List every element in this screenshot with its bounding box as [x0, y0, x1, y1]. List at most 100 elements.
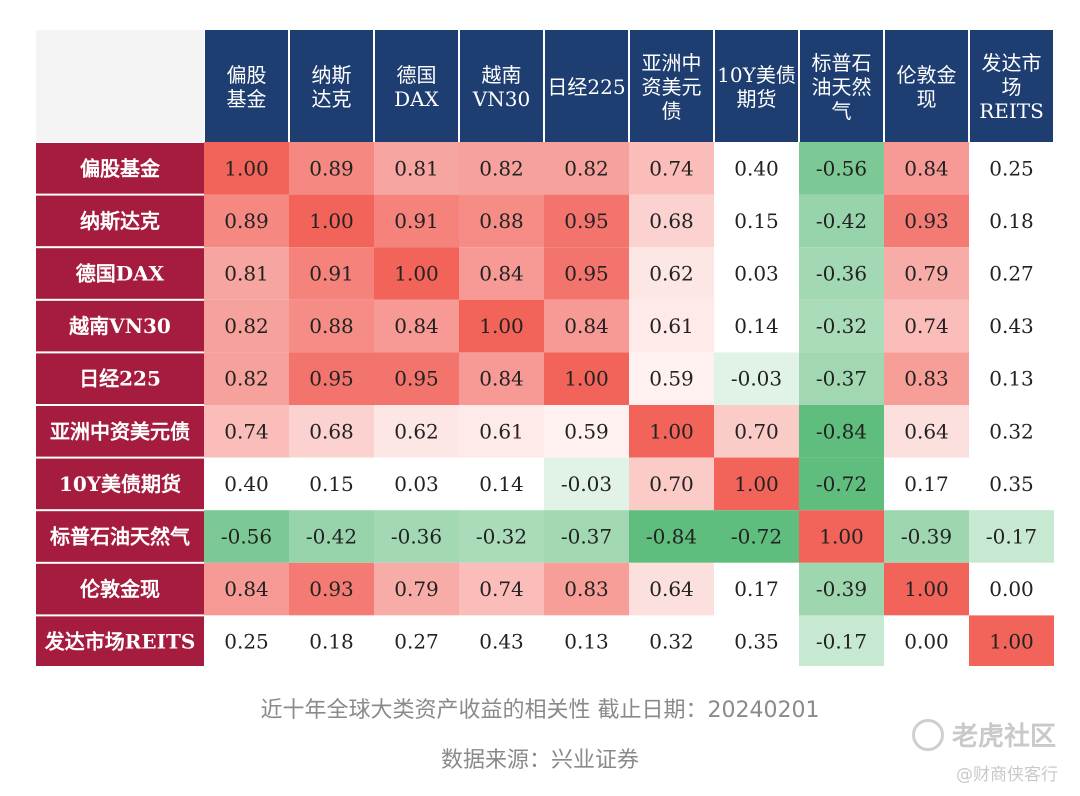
cell-value-label: -0.39	[901, 525, 952, 549]
heatmap-cell	[629, 615, 714, 666]
heatmap-cell	[884, 405, 969, 458]
heatmap-cell	[969, 615, 1054, 666]
cell-value-label: 0.14	[734, 314, 779, 338]
column-header-label: 伦敦金	[897, 63, 957, 87]
heatmap-cell	[714, 247, 799, 300]
heatmap-cell	[374, 405, 459, 458]
column-header-label: 亚洲中	[642, 51, 702, 75]
cell-value-label: 0.84	[224, 577, 269, 601]
cell-value-label: 0.64	[904, 419, 949, 443]
cell-value-label: 0.25	[989, 156, 1034, 180]
heatmap-cell	[289, 510, 374, 563]
heatmap-cell	[714, 562, 799, 616]
cell-value-label: 0.83	[904, 367, 949, 391]
heatmap-cell	[459, 247, 544, 300]
cell-value-label: -0.03	[731, 367, 782, 391]
cell-value-label: 0.62	[394, 419, 439, 443]
cell-value-label: -0.37	[816, 367, 867, 391]
heatmap-cell	[884, 352, 969, 405]
row-header-label: 越南VN30	[68, 314, 171, 338]
cell-value-label: 0.00	[904, 630, 949, 654]
cell-value-label: 0.40	[224, 472, 269, 496]
heatmap-cell	[884, 457, 969, 511]
heatmap-cell	[374, 510, 459, 563]
row-header-label: 日经225	[79, 367, 161, 391]
heatmap-cell	[714, 457, 799, 511]
column-header-label: 偏股	[227, 63, 267, 87]
cell-value-label: 0.93	[904, 209, 949, 233]
cell-value-label: -0.56	[221, 525, 272, 549]
column-header-bg	[205, 30, 288, 142]
column-header-label: 标普石	[812, 51, 872, 75]
cell-value-label: 0.68	[649, 209, 694, 233]
cell-value-label: 0.70	[734, 419, 779, 443]
heatmap-cell	[544, 194, 629, 248]
heatmap-cell	[459, 142, 544, 195]
column-header-label: 10Y美债	[717, 63, 796, 87]
heatmap-cell	[629, 299, 714, 353]
heatmap-cell	[629, 510, 714, 563]
cell-value-label: 0.17	[904, 472, 949, 496]
heatmap-cell	[289, 562, 374, 616]
cell-value-label: 1.00	[309, 209, 354, 233]
heatmap-cell	[799, 615, 884, 666]
heatmap-cell	[544, 247, 629, 300]
heatmap-cell	[459, 299, 544, 353]
column-header-label: 纳斯	[312, 63, 352, 87]
cell-value-label: 0.95	[564, 262, 609, 286]
heatmap-cell	[799, 247, 884, 300]
heatmap-cell	[799, 194, 884, 248]
column-header-label: 现	[917, 87, 937, 111]
cell-value-label: 1.00	[394, 262, 439, 286]
heatmap-cell	[714, 194, 799, 248]
heatmap-cell	[969, 299, 1054, 353]
cell-value-label: 0.59	[649, 367, 694, 391]
cell-value-label: 0.91	[394, 209, 439, 233]
column-header-bg	[800, 30, 883, 142]
heatmap-cell	[204, 510, 289, 563]
heatmap-cell	[544, 457, 629, 511]
cell-value-label: -0.39	[816, 577, 867, 601]
heatmap-cell	[629, 247, 714, 300]
heatmap-cell	[969, 352, 1054, 405]
cell-value-label: -0.17	[816, 630, 867, 654]
heatmap-cell	[714, 142, 799, 195]
cell-value-label: 0.17	[734, 577, 779, 601]
cell-value-label: 0.79	[394, 577, 439, 601]
cell-value-label: 1.00	[734, 472, 779, 496]
column-header-label: 油天然	[812, 75, 872, 99]
heatmap-cell	[799, 405, 884, 458]
heatmap-cell	[544, 352, 629, 405]
heatmap-cell	[204, 562, 289, 616]
cell-value-label: 0.25	[224, 630, 269, 654]
column-header-bg	[885, 30, 968, 142]
cell-value-label: 0.59	[564, 419, 609, 443]
cell-value-label: 0.95	[394, 367, 439, 391]
watermark-handle: @财商侠客行	[956, 765, 1058, 785]
heatmap-cell	[204, 615, 289, 666]
column-header-bg	[630, 30, 713, 142]
cell-value-label: 0.74	[479, 577, 524, 601]
heatmap-cell	[289, 142, 374, 195]
heatmap-cell	[714, 299, 799, 353]
cell-value-label: 0.27	[394, 630, 439, 654]
data-source-note: 数据来源：兴业证券	[440, 748, 639, 773]
heatmap-cell	[629, 405, 714, 458]
heatmap-cell	[884, 510, 969, 563]
cell-value-label: 0.89	[309, 156, 354, 180]
cell-value-label: 0.74	[904, 314, 949, 338]
heatmap-cell	[629, 142, 714, 195]
heatmap-cell	[799, 299, 884, 353]
cell-value-label: -0.84	[646, 525, 697, 549]
column-header-label: 达克	[312, 87, 352, 111]
cell-value-label: 1.00	[224, 156, 269, 180]
heatmap-cell	[204, 405, 289, 458]
heatmap-cell	[544, 405, 629, 458]
cell-value-label: 0.82	[564, 156, 609, 180]
cell-value-label: -0.37	[561, 525, 612, 549]
heatmap-cell	[544, 510, 629, 563]
column-header-label: 资美元	[642, 75, 702, 99]
heatmap-cell	[289, 194, 374, 248]
cell-value-label: 0.89	[224, 209, 269, 233]
heatmap-cell	[629, 352, 714, 405]
